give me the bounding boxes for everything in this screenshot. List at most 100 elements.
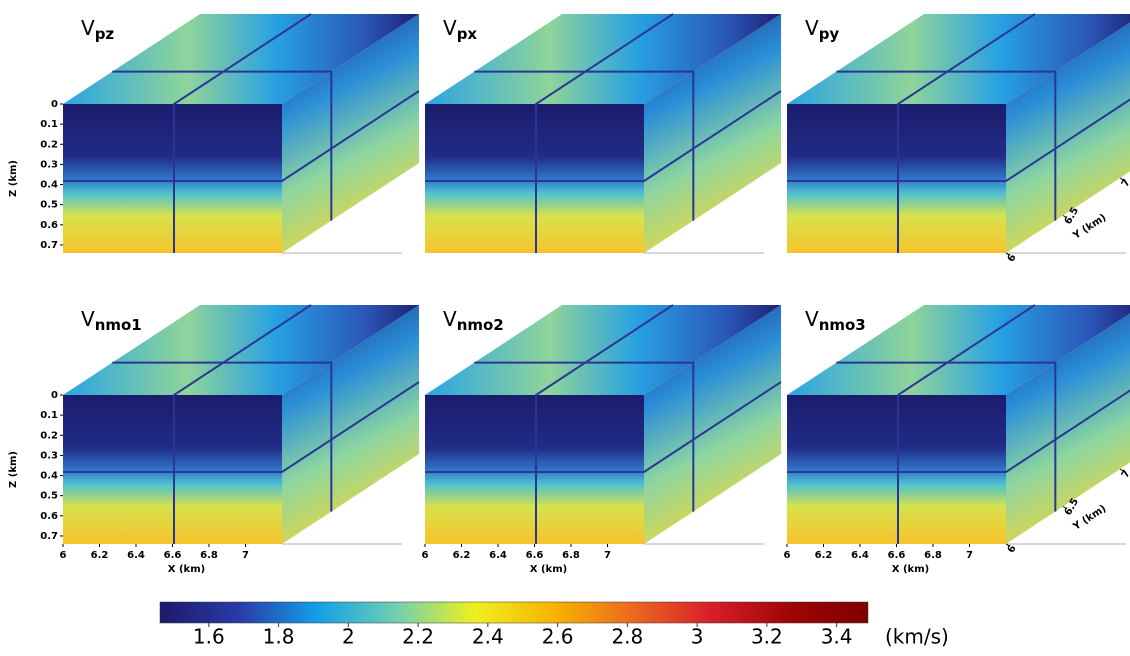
y-tick xyxy=(1119,468,1124,472)
x-tick-label: 6.8 xyxy=(924,550,942,561)
z-tick-label: 0.3 xyxy=(40,159,58,170)
colorbar-tick-label: 3 xyxy=(691,625,704,649)
slice-line xyxy=(787,98,1130,182)
z-tick-label: 0 xyxy=(51,390,58,401)
panel-title: Vpx xyxy=(443,16,477,43)
cube-panel: Vpx xyxy=(425,13,782,254)
x-axis-label: X (km) xyxy=(892,564,929,575)
colorbar-unit: (km/s) xyxy=(885,625,949,649)
y-tick xyxy=(1062,215,1067,218)
slice-line xyxy=(425,381,782,473)
front-face xyxy=(63,104,282,253)
slice-line xyxy=(63,90,420,182)
colorbar-tick-label: 2.8 xyxy=(611,625,643,649)
slice-line xyxy=(173,304,312,544)
panel-title: Vnmo1 xyxy=(81,307,142,334)
x-tick-label: 6.8 xyxy=(200,550,218,561)
title-base: V xyxy=(81,307,95,331)
x-tick-label: 6 xyxy=(422,550,429,561)
side-face xyxy=(644,14,781,253)
slice-line xyxy=(836,361,1057,512)
colorbar-tick-label: 2.2 xyxy=(402,625,434,649)
y-tick xyxy=(1005,543,1010,547)
z-tick-label: 0.6 xyxy=(40,220,58,231)
slice-line xyxy=(112,361,333,512)
slice-line xyxy=(897,13,1036,253)
title-base: V xyxy=(443,16,457,40)
front-face xyxy=(425,104,644,253)
title-base: V xyxy=(805,307,819,331)
x-tick-label: 7 xyxy=(604,550,611,561)
y-tick-label: 6 xyxy=(1006,252,1019,264)
title-subscript: px xyxy=(457,25,478,43)
colorbar-tick-label: 3.2 xyxy=(751,625,783,649)
slice-line xyxy=(173,13,312,253)
z-axis-label: Z (km) xyxy=(8,160,19,197)
z-tick-label: 0.6 xyxy=(40,511,58,522)
cube-panel: Vnmo2 6 6.2 6.4 6.6 6.8 7 X (km) xyxy=(422,304,782,575)
top-face xyxy=(787,305,1130,395)
x-tick-label: 6.8 xyxy=(562,550,580,561)
title-subscript: nmo2 xyxy=(457,316,504,334)
slice-line xyxy=(787,389,1130,473)
front-face xyxy=(787,104,1006,253)
panel-title: Vpy xyxy=(805,16,839,43)
x-tick-label: 6.2 xyxy=(453,550,471,561)
side-face xyxy=(644,305,781,544)
colorbar-tick-label: 2.4 xyxy=(472,625,504,649)
slice-line xyxy=(836,70,1057,221)
y-tick xyxy=(1119,177,1124,181)
z-tick-label: 0 xyxy=(51,99,58,110)
colorbar-tick-label: 2.6 xyxy=(542,625,574,649)
top-face xyxy=(787,14,1130,104)
x-tick-label: 6.6 xyxy=(526,550,544,561)
z-tick-label: 0.3 xyxy=(40,450,58,461)
z-tick-label: 0.7 xyxy=(40,531,58,542)
title-base: V xyxy=(805,16,819,40)
slice-line xyxy=(535,304,674,544)
side-face xyxy=(1006,313,1130,544)
title-base: V xyxy=(81,16,95,40)
slice-line xyxy=(425,90,782,182)
x-tick-label: 6.2 xyxy=(91,550,109,561)
x-tick-label: 7 xyxy=(966,550,973,561)
cube-panel: Vpz 0 0.1 0.2 0.3 0.4 0.5 0.6 0.7 Z (km) xyxy=(8,13,420,254)
panel-title: Vnmo2 xyxy=(443,307,504,334)
colorbar-tick-label: 1.6 xyxy=(193,625,225,649)
z-tick-label: 0.5 xyxy=(40,491,58,502)
colorbar-tick-label: 2 xyxy=(342,625,355,649)
title-base: V xyxy=(443,307,457,331)
slice-line xyxy=(112,70,333,221)
z-tick-label: 0.1 xyxy=(40,119,58,130)
front-face xyxy=(787,395,1006,544)
colorbar xyxy=(159,601,869,624)
z-tick-label: 0.1 xyxy=(40,410,58,421)
x-tick-label: 6.4 xyxy=(127,550,145,561)
z-tick-label: 0.7 xyxy=(40,240,58,251)
x-axis-label: X (km) xyxy=(168,564,205,575)
y-tick xyxy=(1062,506,1067,509)
front-face xyxy=(425,395,644,544)
title-subscript: nmo3 xyxy=(819,316,866,334)
title-subscript: py xyxy=(819,25,840,43)
x-tick-label: 6.6 xyxy=(888,550,906,561)
slice-line xyxy=(63,381,420,473)
side-face xyxy=(282,14,419,253)
slice-line xyxy=(474,70,695,221)
z-axis-label: Z (km) xyxy=(8,451,19,488)
slice-line xyxy=(535,13,674,253)
x-tick-label: 6 xyxy=(60,550,67,561)
z-tick-label: 0.2 xyxy=(40,139,58,150)
x-axis-label: X (km) xyxy=(530,564,567,575)
slice-line xyxy=(474,361,695,512)
title-subscript: pz xyxy=(95,25,115,43)
title-subscript: nmo1 xyxy=(95,316,142,334)
z-tick-label: 0.5 xyxy=(40,200,58,211)
side-face xyxy=(1006,22,1130,253)
z-tick-label: 0.2 xyxy=(40,430,58,441)
panel-title: Vnmo3 xyxy=(805,307,866,334)
